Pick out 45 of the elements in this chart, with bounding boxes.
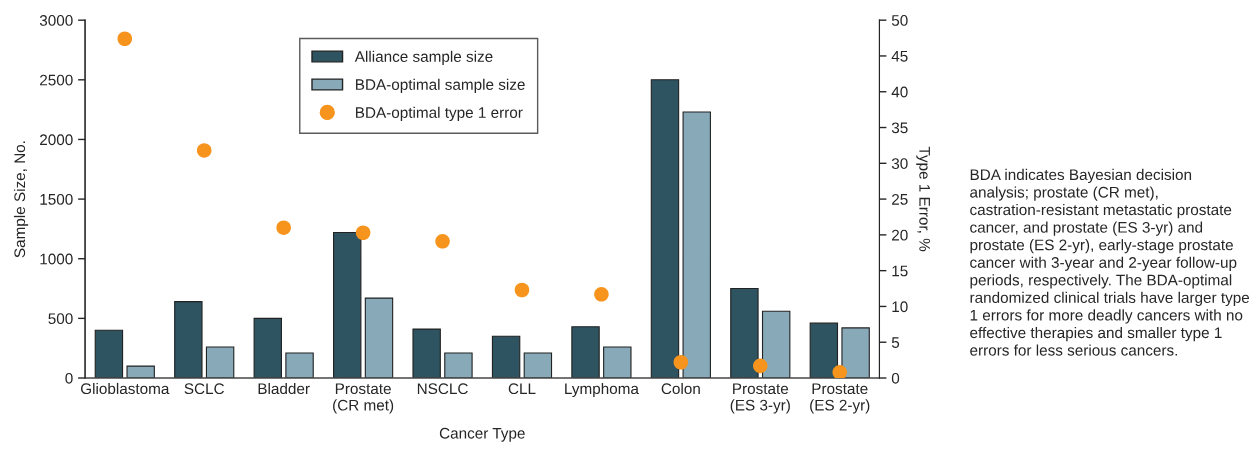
y-tick-label: 2000	[40, 134, 73, 146]
legend-label: BDA-optimal type 1 error	[356, 106, 523, 121]
y-tick-label: 500	[48, 313, 73, 325]
point	[355, 225, 371, 241]
y-tick-label: 2500	[40, 74, 73, 86]
y-tick-label: 3000	[39, 15, 73, 26]
x-tick-label: Glioblastoma	[80, 382, 170, 395]
x-tick-label: NSCLC	[417, 383, 468, 395]
point	[514, 282, 530, 298]
point	[117, 31, 133, 47]
y2-tick-label: 45	[891, 50, 908, 62]
point	[276, 220, 291, 235]
x-tick-label: Lymphoma	[565, 382, 639, 398]
point	[435, 234, 450, 249]
x-tick-label: SCLC	[184, 383, 225, 395]
y2-axis-title: Type 1 Error, %	[916, 146, 930, 252]
y2-tick-label: 30	[891, 158, 908, 169]
x-tick-label: Prostate (ES 3-yr)	[730, 383, 790, 414]
y2-tick-label: 10	[892, 301, 908, 313]
point	[753, 358, 768, 374]
point	[673, 354, 689, 370]
x-tick-label: CLL	[508, 383, 536, 395]
y2-tick-label: 15	[892, 265, 908, 277]
x-tick-label: Prostate (CR met)	[333, 383, 394, 414]
y-axis-title: Sample Size, No.	[13, 141, 29, 258]
y2-tick-label: 40	[891, 86, 908, 98]
y-tick-label: 1000	[40, 253, 73, 265]
y2-tick-label: 0	[891, 372, 900, 384]
y2-tick-label: 5	[891, 337, 900, 348]
y2-tick-label: 25	[892, 193, 908, 205]
y2-tick-label: 35	[891, 122, 908, 134]
x-tick-label: Colon	[661, 382, 700, 395]
y2-tick-label: 50	[891, 15, 908, 26]
x-tick-label: Prostate (ES 2-yr)	[810, 383, 870, 414]
x-axis-title: Cancer Type	[439, 427, 525, 442]
point	[832, 365, 848, 379]
y-tick-label: 0	[65, 372, 73, 384]
point	[196, 143, 212, 158]
text: BDA indicates Bayesian decision analysis; prostate (CR met), castration-resistant metastatic prostate cancer, and prostate (ES 3-yr) and prostate (ES 2-yr), early-stage prostate cancer with 3-year and 2-year follow-up periods, respectively. The BDA-optimal randomized clinical trials have larger type 1 errors for more deadly cancers with no effective therapies and smaller type 1 errors for less serious cancers.	[970, 168, 1250, 356]
x-tick-label: Bladder	[258, 382, 310, 395]
point	[594, 286, 609, 302]
y-tick-label: 1500	[40, 193, 73, 205]
legend-label: BDA-optimal sample size	[356, 78, 525, 93]
legend-label: Alliance sample size	[354, 50, 493, 66]
y2-tick-label: 20	[892, 229, 908, 241]
